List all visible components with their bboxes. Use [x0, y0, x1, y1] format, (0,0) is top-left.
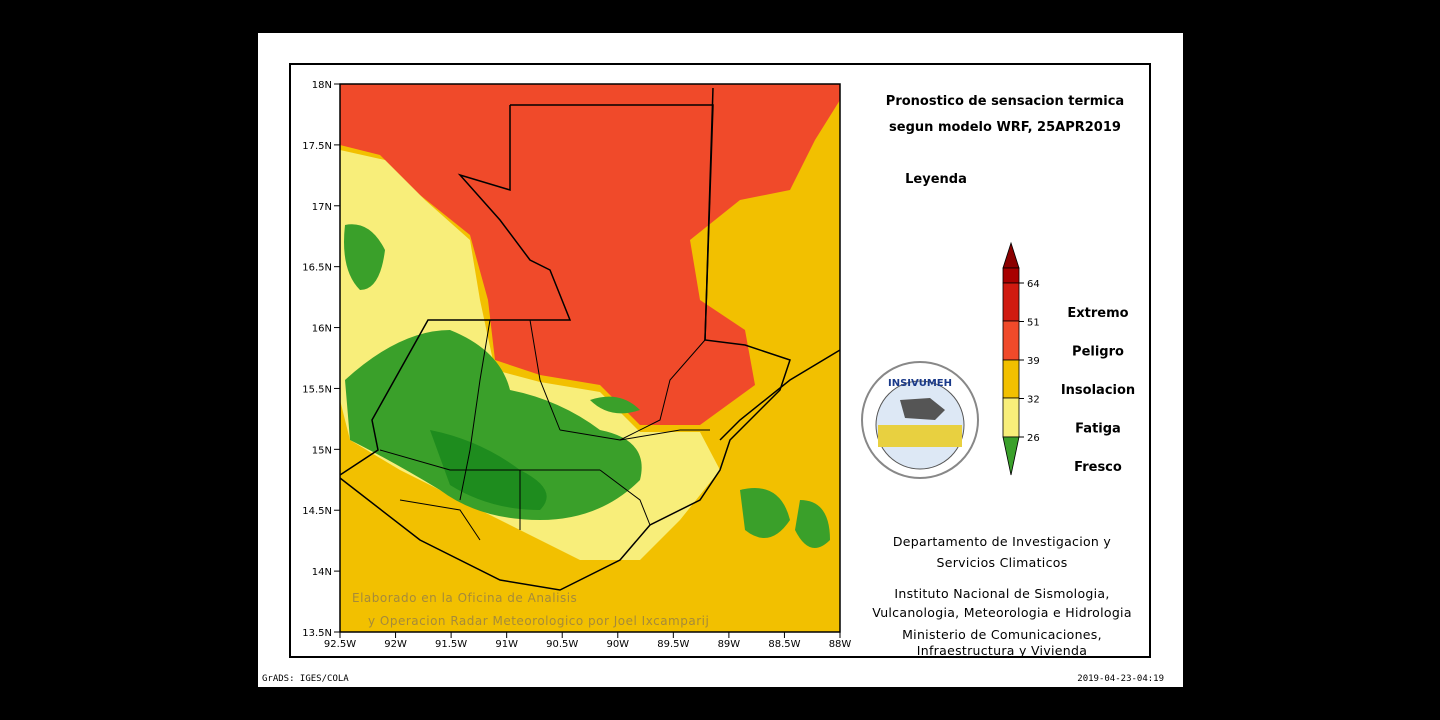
- border: [339, 104, 791, 591]
- lon-label: 89W: [718, 639, 741, 650]
- lon-label: 90W: [606, 639, 629, 650]
- axes: 18N 17.5N 17N 16.5N 16N 15.5N 15N 14.5N 14N 13.5N…: [302, 80, 851, 650]
- lon-label: 89.5W: [657, 639, 689, 650]
- field-green: [590, 396, 640, 414]
- field-green: [344, 224, 385, 290]
- lat-label: 15.5N: [302, 384, 332, 395]
- field-green: [795, 500, 830, 548]
- colorbar-segment: [1002, 267, 1020, 284]
- lat-label: 14.5N: [302, 506, 332, 517]
- borders: [339, 87, 841, 591]
- institution-line: Instituto Nacional de Sismologia,: [894, 586, 1109, 601]
- legend-class: Extremo: [1067, 306, 1128, 321]
- department-line: [379, 319, 710, 541]
- institution-line: Ministerio de Comunicaciones,: [902, 627, 1102, 642]
- field-red: [340, 84, 840, 425]
- logo-band: [878, 425, 962, 447]
- legend-class: Insolacion: [1061, 383, 1135, 398]
- lat-label: 14N: [312, 567, 332, 578]
- logo-country: [900, 398, 945, 420]
- credit: Elaborado en la Oficina de Analisis: [352, 591, 577, 605]
- institutions: Departamento de Investigacion y Servicios…: [872, 534, 1132, 658]
- lon-label: 88W: [829, 639, 852, 650]
- logo: INSIVUMEH: [861, 361, 979, 479]
- colorbar: [1002, 241, 1020, 476]
- logo-text: INSIVUMEH: [888, 378, 952, 389]
- footer-right: 2019-04-23-04:19: [1077, 674, 1164, 684]
- border: [339, 105, 572, 476]
- footer-left: GrADS: IGES/COLA: [262, 674, 349, 684]
- lat-label: 15N: [312, 445, 332, 456]
- legend-class: Fresco: [1074, 460, 1122, 475]
- colorbar-label: 64: [1027, 279, 1040, 290]
- lat-label: 16.5N: [302, 263, 332, 274]
- institution-line: Infraestructura y Vivienda: [917, 643, 1087, 658]
- institution-line: Departamento de Investigacion y: [893, 534, 1112, 549]
- lon-label: 88.5W: [768, 639, 800, 650]
- map: Elaborado en la Oficina de Analisis y Op…: [339, 83, 841, 633]
- colorbar-segment: [1002, 320, 1020, 361]
- colorbar-label: 51: [1027, 318, 1040, 329]
- institution-line: Vulcanologia, Meteorologia e Hidrologia: [872, 605, 1132, 620]
- lat-label: 16N: [312, 324, 332, 335]
- legend-class: Fatiga: [1075, 422, 1121, 437]
- lon-label: 91W: [495, 639, 518, 650]
- credit: y Operacion Radar Meteorologico por Joel…: [368, 614, 709, 628]
- colorbar-label: 32: [1027, 395, 1040, 406]
- heat-field: [340, 84, 840, 632]
- lon-label: 91.5W: [435, 639, 467, 650]
- legend: 64 51 39 32 26 Extremo Peligro Insolacion Fatiga…: [1019, 279, 1135, 475]
- colorbar-segment: [1002, 359, 1020, 399]
- department-line: [619, 339, 706, 441]
- legend-class: Peligro: [1072, 345, 1124, 360]
- field-green: [740, 488, 790, 538]
- lat-label: 18N: [312, 80, 332, 91]
- colorbar-segment: [1002, 397, 1020, 438]
- lat-label: 17N: [312, 202, 332, 213]
- border: [719, 349, 841, 441]
- field-green: [345, 330, 642, 520]
- map-frame: [339, 83, 841, 633]
- lat-label: 13.5N: [302, 628, 332, 639]
- lon-label: 90.5W: [546, 639, 578, 650]
- frame: [289, 63, 1151, 658]
- border: [704, 87, 714, 341]
- colorbar-label: 26: [1027, 433, 1040, 444]
- title: Pronostico de sensacion termica: [886, 94, 1124, 109]
- title: segun modelo WRF, 25APR2019: [889, 120, 1121, 135]
- institution-line: Servicios Climaticos: [936, 555, 1067, 570]
- colorbar-segment: [1002, 282, 1020, 322]
- lat-label: 17.5N: [302, 141, 332, 152]
- legend-title: Leyenda: [905, 172, 967, 187]
- lon-label: 92.5W: [324, 639, 356, 650]
- colorbar-cap: [1002, 436, 1020, 476]
- colorbar-label: 39: [1027, 356, 1040, 367]
- lon-label: 92W: [384, 639, 407, 650]
